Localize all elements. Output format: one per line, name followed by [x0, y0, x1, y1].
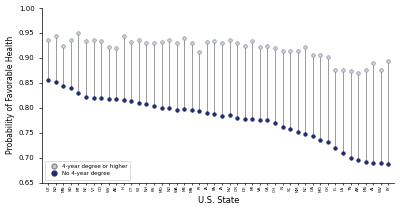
- Point: [294, 50, 301, 53]
- Point: [98, 40, 104, 43]
- Point: [158, 106, 165, 110]
- Point: [98, 96, 104, 99]
- Point: [189, 108, 195, 112]
- Point: [355, 158, 361, 162]
- Point: [196, 50, 202, 54]
- Point: [219, 114, 225, 117]
- Point: [68, 86, 74, 89]
- Point: [226, 39, 233, 42]
- Point: [120, 34, 127, 38]
- Point: [52, 35, 59, 38]
- Point: [242, 117, 248, 120]
- Point: [257, 46, 263, 49]
- Point: [249, 40, 256, 43]
- Point: [211, 40, 218, 43]
- Point: [120, 99, 127, 102]
- Point: [234, 116, 240, 119]
- Point: [128, 40, 134, 44]
- Legend: 4-year degree or higher, No 4-year degree: 4-year degree or higher, No 4-year degre…: [45, 161, 130, 180]
- Point: [355, 71, 361, 74]
- Point: [166, 106, 172, 110]
- Point: [166, 39, 172, 42]
- Point: [287, 127, 293, 130]
- Point: [174, 108, 180, 111]
- Point: [45, 78, 51, 81]
- Point: [211, 112, 218, 116]
- Point: [143, 102, 150, 106]
- Point: [302, 133, 308, 136]
- Point: [385, 162, 392, 165]
- Point: [317, 53, 324, 57]
- Point: [310, 134, 316, 137]
- Point: [264, 44, 271, 48]
- Point: [287, 50, 293, 53]
- Point: [136, 39, 142, 42]
- Point: [279, 49, 286, 53]
- Point: [257, 118, 263, 121]
- Point: [90, 96, 97, 99]
- Point: [362, 69, 369, 72]
- Point: [310, 54, 316, 57]
- Point: [181, 107, 188, 110]
- Point: [325, 55, 331, 59]
- Point: [68, 39, 74, 42]
- Point: [151, 104, 157, 107]
- Point: [158, 40, 165, 44]
- Point: [113, 97, 120, 100]
- Point: [272, 46, 278, 50]
- Point: [317, 138, 324, 141]
- Point: [151, 41, 157, 45]
- Point: [332, 146, 339, 149]
- Point: [302, 46, 308, 49]
- Point: [90, 39, 97, 42]
- Point: [370, 161, 376, 164]
- Point: [75, 31, 82, 35]
- Point: [83, 40, 89, 43]
- Point: [128, 100, 134, 103]
- Point: [332, 68, 339, 72]
- Point: [60, 85, 66, 88]
- Point: [378, 161, 384, 164]
- Y-axis label: Probability of Favorable Health: Probability of Favorable Health: [6, 36, 14, 154]
- Point: [347, 70, 354, 73]
- Point: [370, 62, 376, 65]
- Point: [226, 114, 233, 117]
- Point: [60, 45, 66, 48]
- Point: [378, 69, 384, 72]
- Point: [106, 45, 112, 49]
- Point: [219, 41, 225, 45]
- Point: [242, 44, 248, 48]
- Point: [294, 130, 301, 133]
- Point: [204, 111, 210, 114]
- Point: [45, 39, 51, 42]
- Point: [340, 151, 346, 154]
- Point: [234, 41, 240, 45]
- Point: [113, 46, 120, 50]
- Point: [362, 160, 369, 163]
- Point: [181, 36, 188, 40]
- Point: [385, 60, 392, 63]
- Point: [83, 95, 89, 99]
- Point: [264, 119, 271, 122]
- Point: [204, 40, 210, 44]
- X-axis label: U.S. State: U.S. State: [198, 196, 239, 206]
- Point: [279, 125, 286, 128]
- Point: [347, 156, 354, 159]
- Point: [189, 41, 195, 45]
- Point: [136, 101, 142, 104]
- Point: [272, 121, 278, 124]
- Point: [340, 68, 346, 72]
- Point: [52, 80, 59, 84]
- Point: [196, 110, 202, 113]
- Point: [174, 41, 180, 45]
- Point: [325, 140, 331, 143]
- Point: [75, 91, 82, 95]
- Point: [143, 41, 150, 45]
- Point: [249, 117, 256, 120]
- Point: [106, 97, 112, 100]
